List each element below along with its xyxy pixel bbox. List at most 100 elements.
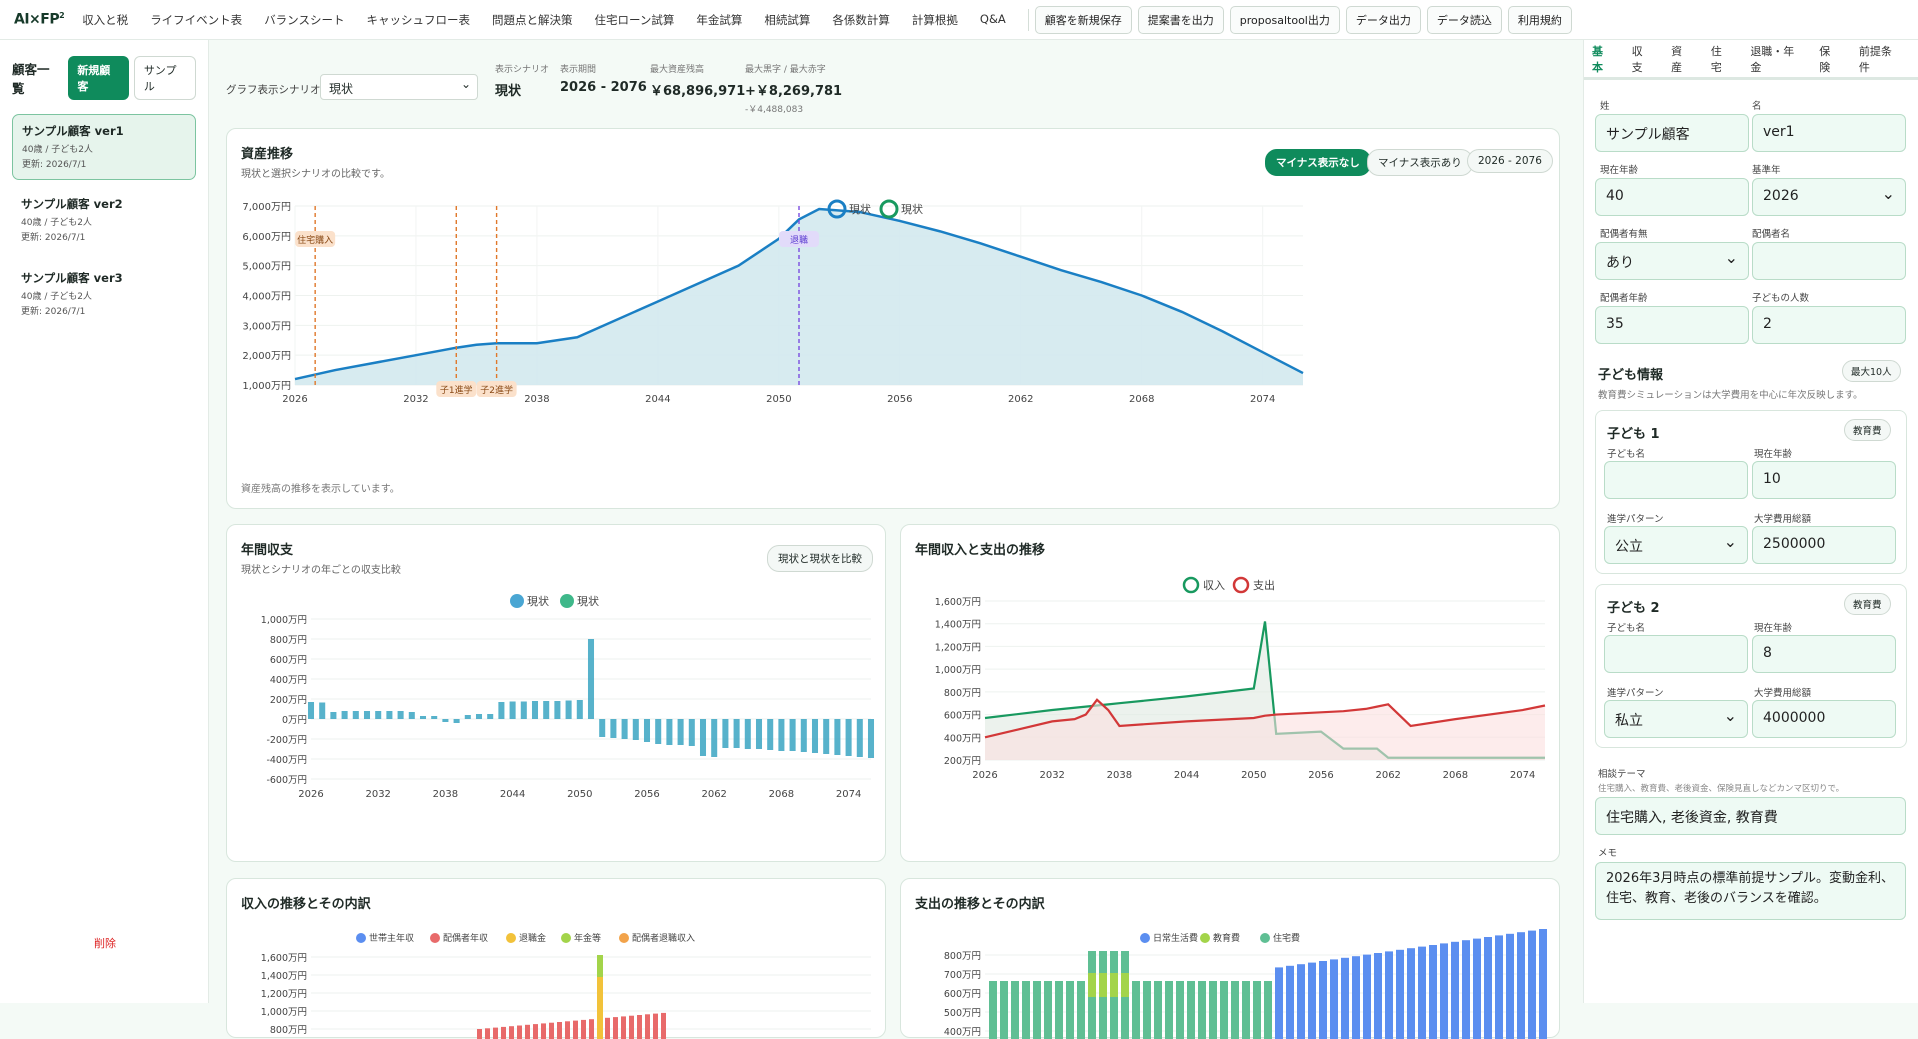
sample-button[interactable]: サンプル [134, 56, 196, 100]
expense-bar [1198, 981, 1206, 1039]
theme-note: 住宅購入、教育費、老後資金、保険見直しなどカンマ区切りで。 [1598, 782, 1844, 794]
path-select[interactable]: 私立 [1604, 700, 1748, 738]
y-tick-label: 800万円 [270, 635, 307, 646]
cost-input[interactable]: 2500000 [1752, 526, 1896, 564]
x-tick-label: 2068 [769, 789, 794, 800]
cf-bar [767, 719, 773, 750]
nav-item[interactable]: 住宅ローン試算 [594, 12, 674, 28]
income-bar [557, 1022, 562, 1039]
form-tab[interactable]: 資産 [1671, 43, 1691, 75]
legend-label: 配偶者退職収入 [632, 932, 695, 944]
client-info: 40歳 / 子ども2人 [21, 290, 187, 305]
expense-bar [1264, 981, 1272, 1039]
toolbar-button[interactable]: データ出力 [1346, 6, 1421, 34]
toolbar-button[interactable]: 提案書を出力 [1138, 6, 1224, 34]
age-input[interactable]: 40 [1595, 178, 1749, 216]
toolbar-button[interactable]: 利用規約 [1508, 6, 1572, 34]
form-tab[interactable]: 基本 [1592, 43, 1612, 75]
child-card: 子ども 2 教育費 子ども名 現在年齢 8 進学パターン 私立 大学費用総額 4… [1595, 584, 1907, 748]
nav-item[interactable]: バランスシート [264, 12, 344, 28]
expense-bar [1209, 981, 1217, 1039]
cf-bar [364, 711, 370, 719]
y-tick-label: 500万円 [944, 1008, 981, 1019]
delete-button[interactable]: 削除 [94, 935, 116, 951]
nav-item[interactable]: 問題点と解決策 [492, 12, 573, 28]
legend-label: 配偶者年収 [443, 932, 488, 944]
nav-item[interactable]: 収入と税 [82, 12, 128, 28]
kids-input[interactable]: 2 [1752, 306, 1906, 344]
spouse-age-input[interactable]: 35 [1595, 306, 1749, 344]
kids-label: 子どもの人数 [1752, 290, 1809, 304]
nav-item[interactable]: ライフイベント表 [150, 12, 242, 28]
cost-input[interactable]: 4000000 [1752, 700, 1896, 738]
expense-bar [1396, 950, 1404, 1039]
nav-item[interactable]: 各係数計算 [832, 12, 890, 28]
scenario-select[interactable]: 現状⌄ [320, 74, 478, 100]
expense-bar [1429, 945, 1437, 1039]
child-age-input[interactable]: 10 [1752, 461, 1896, 499]
income-bar [589, 1019, 594, 1039]
app-logo[interactable]: AI×FP2 [14, 11, 64, 28]
income-bar [485, 1028, 490, 1039]
cf-bar [666, 719, 672, 745]
nav-item[interactable]: キャッシュフロー表 [366, 12, 470, 28]
income-bar [629, 1016, 634, 1039]
form-tab[interactable]: 住宅 [1711, 43, 1731, 75]
event-label: 子2進学 [480, 384, 513, 396]
child-name-input[interactable] [1604, 461, 1748, 499]
client-list-title: 顧客一覧 [12, 59, 60, 97]
client-item[interactable]: サンプル顧客 ver1 40歳 / 子ども2人 更新: 2026/7/1 [12, 114, 196, 180]
expense-bar [1495, 935, 1503, 1039]
scenario-value: 現状 [329, 82, 353, 96]
expense-bar [1110, 973, 1118, 997]
edu-cost-button[interactable]: 教育費 [1844, 419, 1891, 441]
income-bar [597, 977, 603, 1039]
max-asset-value: ￥68,896,971 [650, 80, 745, 99]
base-year-select[interactable]: 2026 [1752, 178, 1906, 216]
memo-textarea[interactable]: 2026年3月時点の標準前提サンプル。変動金利、住宅、教育、老後のバランスを確認… [1595, 862, 1906, 920]
spouse-name-input[interactable] [1752, 242, 1906, 280]
income-breakdown-chart: 世帯主年収配偶者年収退職金年金等配偶者退職収入1,600万円1,400万円1,2… [227, 879, 887, 1039]
toolbar-button[interactable]: proposaltool出力 [1230, 6, 1340, 34]
cf-bar [722, 719, 728, 748]
form-tab[interactable]: 前提条件 [1859, 43, 1898, 75]
sei-input[interactable]: サンプル顧客 [1595, 114, 1749, 152]
new-client-button[interactable]: 新規顧客 [68, 56, 129, 100]
y-tick-label: 1,600万円 [935, 597, 981, 608]
mei-input[interactable]: ver1 [1752, 114, 1906, 152]
client-updated: 更新: 2026/7/1 [22, 158, 186, 173]
edu-cost-button[interactable]: 教育費 [1844, 593, 1891, 615]
form-tab[interactable]: 収支 [1632, 43, 1652, 75]
cf-bar [465, 715, 471, 719]
expense-bar [1055, 981, 1063, 1039]
child-name-input[interactable] [1604, 635, 1748, 673]
child-age-input[interactable]: 8 [1752, 635, 1896, 673]
nav-item[interactable]: Q&A [980, 12, 1006, 28]
toolbar-button[interactable]: 顧客を新規保存 [1035, 6, 1132, 34]
spouse-select[interactable]: あり [1595, 242, 1749, 280]
toolbar-button[interactable]: データ読込 [1427, 6, 1502, 34]
x-tick-label: 2032 [1039, 770, 1064, 781]
x-tick-label: 2050 [766, 394, 791, 405]
theme-input[interactable]: 住宅購入, 老後資金, 教育費 [1595, 797, 1906, 835]
nav-item[interactable]: 年金試算 [696, 12, 742, 28]
client-item[interactable]: サンプル顧客 ver2 40歳 / 子ども2人 更新: 2026/7/1 [12, 188, 196, 254]
path-select[interactable]: 公立 [1604, 526, 1748, 564]
client-name: サンプル顧客 ver2 [21, 196, 187, 212]
form-tab[interactable]: 退職・年金 [1750, 43, 1799, 75]
nav-item[interactable]: 計算根拠 [912, 12, 958, 28]
spouse-name-label: 配偶者名 [1752, 226, 1790, 240]
cf-bar [476, 714, 482, 719]
x-tick-label: 2038 [524, 394, 549, 405]
form-tab[interactable]: 保険 [1819, 43, 1839, 75]
income-bar [525, 1025, 530, 1039]
nav-item[interactable]: 相続試算 [764, 12, 810, 28]
expense-bar [1022, 981, 1030, 1039]
client-item[interactable]: サンプル顧客 ver3 40歳 / 子ども2人 更新: 2026/7/1 [12, 262, 196, 328]
y-tick-label: 800万円 [270, 1025, 307, 1036]
age-label: 現在年齢 [1600, 162, 1638, 176]
expense-bar [1154, 981, 1162, 1039]
cf-bar [442, 719, 448, 722]
legend-label: 住宅費 [1273, 932, 1300, 944]
